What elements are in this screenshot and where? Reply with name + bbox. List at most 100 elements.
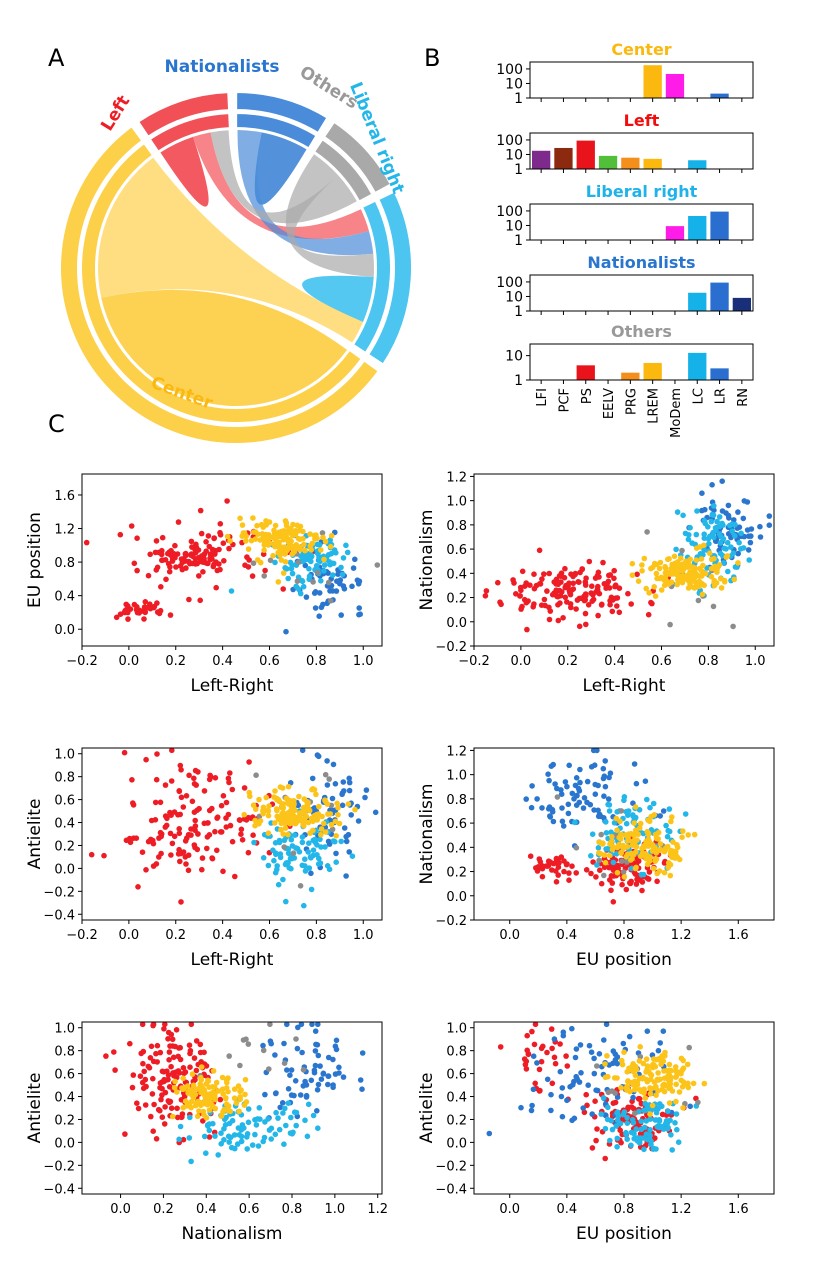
scatter-point-liberal-right [610, 859, 617, 866]
scatter-point-nationalists [260, 1042, 266, 1049]
scatter-point-liberal-right [338, 564, 344, 571]
scatter-point-liberal-right [682, 811, 689, 817]
scatter-point-left [185, 852, 192, 858]
scatter-point-center [623, 854, 629, 860]
scatter-point-left [555, 617, 562, 624]
chord-outer-arc-others [322, 120, 393, 195]
scatter-point-liberal-right [711, 503, 717, 509]
scatter-point-center [647, 854, 653, 860]
scatter-point-nationalists [281, 1040, 287, 1047]
bar-axes-others [529, 343, 754, 381]
scatter-point-nationalists [309, 775, 316, 782]
scatter-point-center [691, 578, 697, 584]
chord-arc-nationalists [235, 111, 318, 150]
scatter-point-left [159, 1092, 165, 1098]
bar-category-label-lc: LC [691, 388, 706, 404]
scatter-point-others [243, 1036, 249, 1042]
bar-ytick-label: 10 [505, 289, 523, 305]
scatter-point-left [159, 1114, 166, 1120]
scatter-point-liberal-right [650, 800, 657, 807]
scatter-point-left [178, 899, 184, 905]
scatter-point-nationalists [340, 1074, 347, 1080]
scatter-point-left [540, 1043, 546, 1050]
scatter-ytick-label: 0.4 [446, 567, 467, 582]
scatter-point-liberal-right [746, 557, 752, 563]
scatter-point-left [568, 604, 574, 611]
scatter-point-left [248, 815, 254, 821]
scatter-point-nationalists [550, 761, 556, 768]
scatter-plot-5: 0.0 0.2 0.4 0.6 0.8 1.0 1.2 −0.4 −0.2 0.0 0.2 0.4 0.… [25, 1021, 388, 1244]
bar-ytick-label: 1 [514, 162, 523, 178]
scatter-xtick-label: 1.0 [353, 654, 374, 669]
scatter-xlabel: Left-Right [191, 676, 274, 696]
bar-category-label-lfi: LFI [535, 388, 550, 407]
scatter-point-left [217, 532, 224, 538]
scatter-xtick-label: 1.0 [325, 1202, 346, 1217]
scatter-point-liberal-right [729, 528, 735, 534]
scatter-point-left [196, 805, 202, 812]
scatter-point-center [683, 573, 690, 579]
scatter-point-center [666, 1100, 673, 1106]
scatter-ylabel: Antielite [25, 1073, 45, 1144]
scatter-point-liberal-right [624, 1114, 630, 1121]
scatter-point-nationalists [633, 780, 640, 787]
chord-ribbon-nationalists-liberal-right [237, 130, 374, 256]
scatter-point-center [203, 1115, 210, 1121]
scatter-point-others [261, 573, 268, 579]
scatter-point-nationalists [325, 1054, 332, 1061]
scatter-point-center [632, 804, 639, 810]
scatter-point-nationalists [591, 1055, 597, 1062]
scatter-point-left [178, 767, 184, 773]
scatter-point-liberal-right [689, 540, 695, 546]
scatter-point-left [121, 749, 128, 756]
scatter-point-liberal-right [708, 518, 715, 525]
scatter-point-left [511, 580, 517, 586]
scatter-point-liberal-right [624, 1120, 631, 1126]
scatter-point-nationalists [343, 838, 350, 845]
scatter-xtick-label: 1.0 [745, 654, 766, 669]
scatter-point-others [294, 578, 301, 584]
scatter-ytick-label: −0.4 [435, 1182, 467, 1197]
scatter-point-center [270, 552, 276, 559]
scatter-point-nationalists [597, 813, 604, 820]
scatter-point-left [612, 582, 619, 588]
scatter-point-liberal-right [317, 836, 323, 843]
scatter-point-liberal-right [305, 849, 312, 855]
scatter-point-others [267, 557, 274, 564]
scatter-point-liberal-right [306, 840, 312, 846]
scatter-point-center [691, 584, 698, 591]
scatter-point-left [661, 860, 668, 866]
scatter-point-center [210, 1068, 217, 1074]
scatter-point-left [244, 554, 250, 560]
scatter-point-center [188, 1098, 195, 1105]
scatter-point-left [158, 1096, 164, 1103]
scatter-point-left [204, 845, 210, 852]
scatter-point-center [184, 1083, 191, 1089]
scatter-point-center [665, 843, 671, 850]
scatter-point-center [224, 533, 231, 540]
scatter-point-nationalists [564, 1097, 570, 1104]
scatter-point-liberal-right [740, 545, 747, 551]
scatter-point-left [237, 817, 243, 823]
scatter-point-left [209, 855, 216, 862]
scatter-point-center [670, 839, 676, 845]
scatter-point-nationalists [316, 590, 323, 596]
scatter-point-left [627, 880, 633, 886]
scatter-point-left [171, 833, 178, 840]
scatter-point-left [549, 1080, 556, 1087]
scatter-point-others [573, 845, 580, 851]
scatter-point-left [573, 606, 579, 612]
scatter-point-liberal-right [201, 1133, 208, 1140]
scatter-point-left [245, 564, 252, 570]
scatter-point-left [562, 565, 568, 572]
scatter-point-center [677, 567, 683, 574]
scatter-point-left [649, 600, 655, 607]
scatter-point-left [203, 1063, 210, 1069]
scatter-point-left [654, 878, 660, 885]
scatter-point-nationalists [341, 788, 347, 794]
scatter-point-center [306, 807, 313, 814]
scatter-point-left [162, 782, 169, 788]
scatter-point-left [134, 535, 140, 541]
scatter-point-left [165, 1036, 171, 1042]
scatter-point-nationalists [333, 1037, 340, 1044]
